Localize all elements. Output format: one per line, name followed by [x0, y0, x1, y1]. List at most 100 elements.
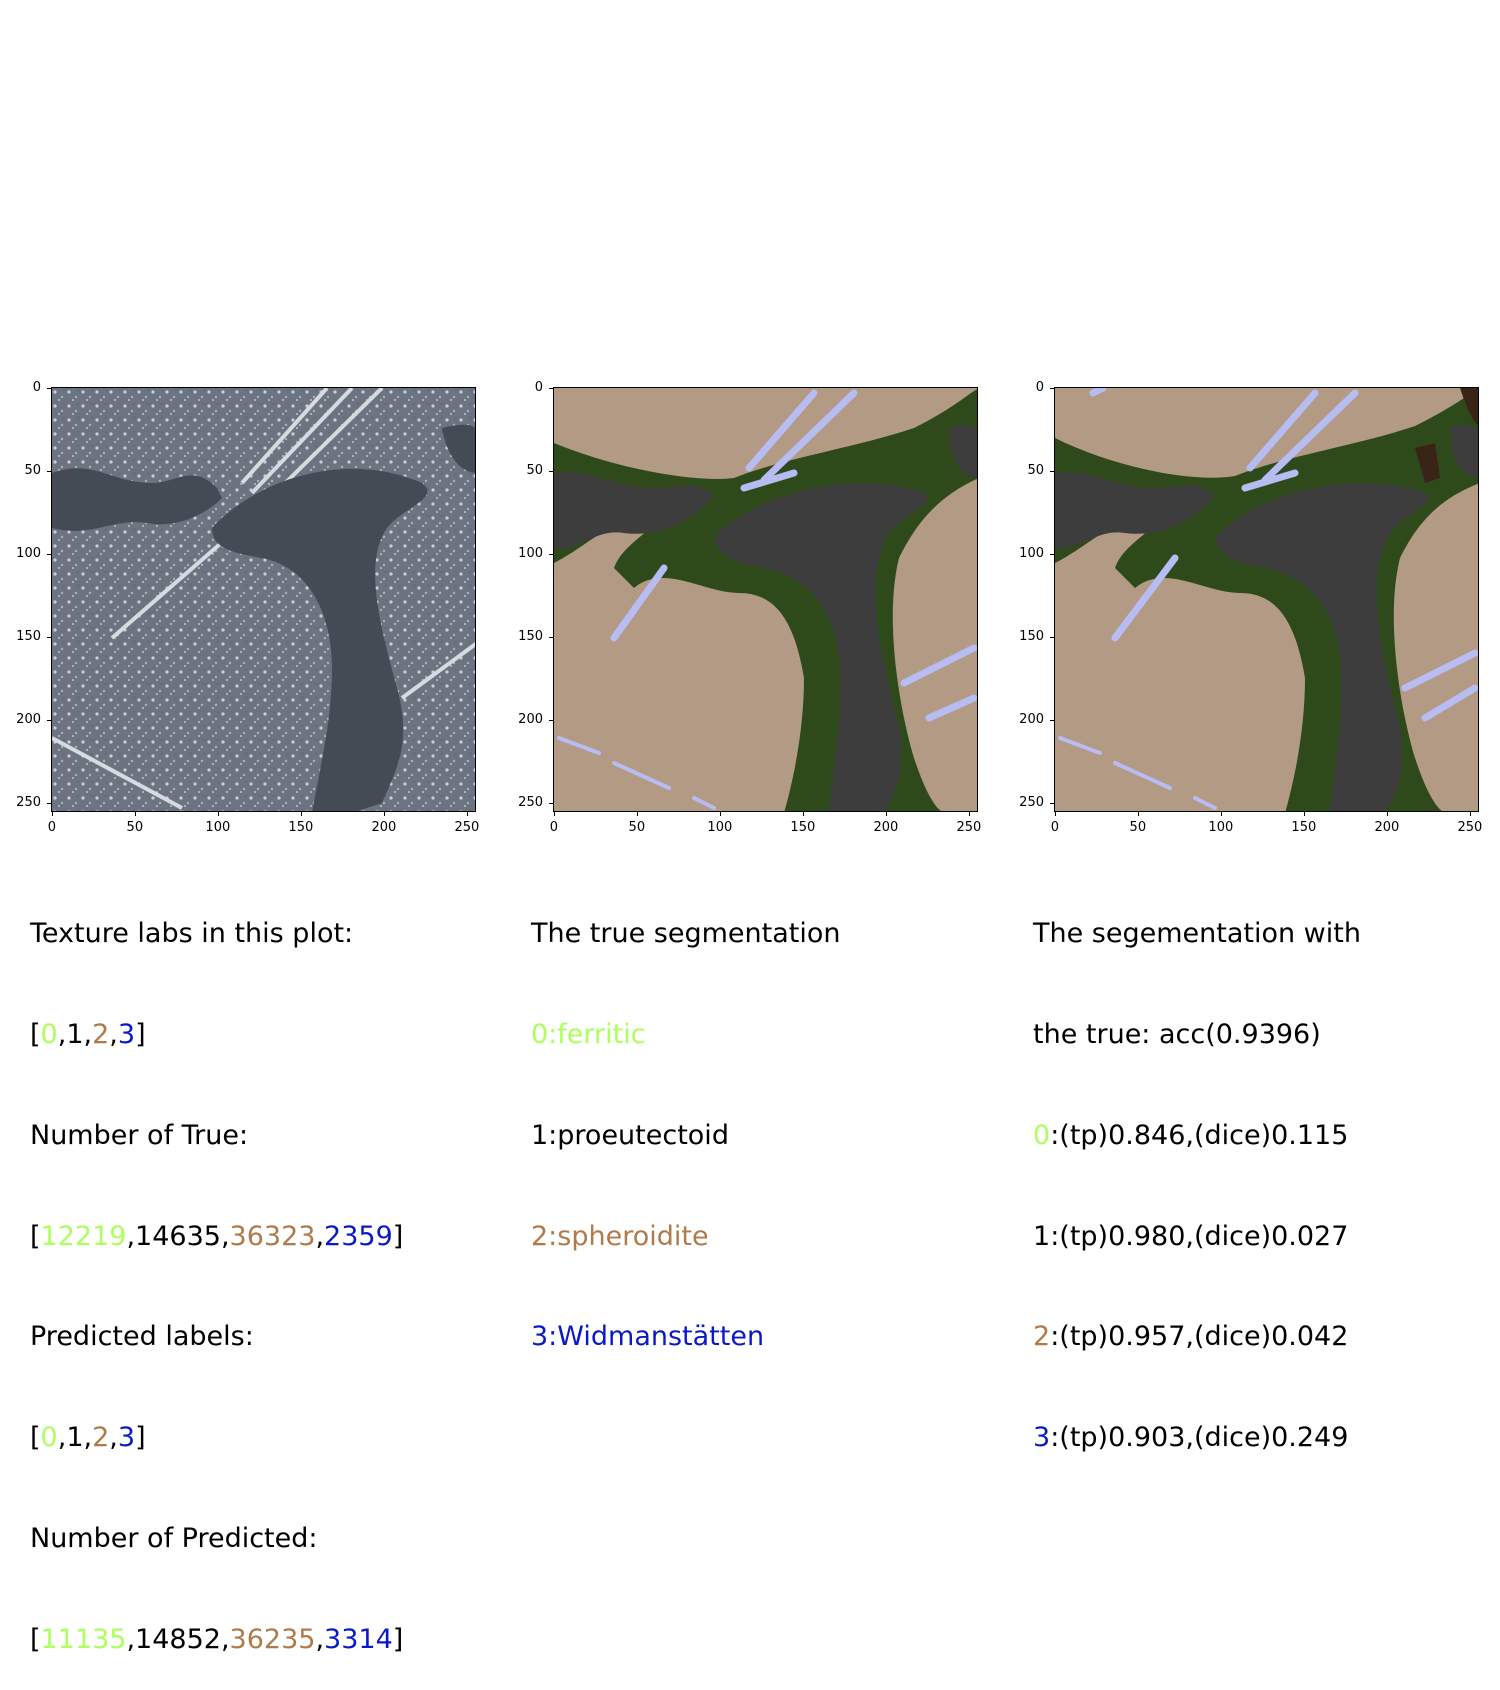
y-tick-mark: [1050, 387, 1054, 389]
pred-counts-list: [11135,14852,36235,3314]: [30, 1623, 404, 1655]
y-tick-mark: [549, 387, 553, 389]
x-tick-mark: [1054, 812, 1056, 816]
y-tick-label: 200: [1019, 711, 1044, 727]
true-count-heading: Number of True:: [30, 1119, 249, 1151]
y-tick-label: 150: [16, 628, 41, 644]
pred-labels-heading: Predicted labels:: [30, 1321, 254, 1353]
metric-stats-1: :(tp)0.980,(dice)0.027: [1050, 1220, 1349, 1252]
legend-ferritic: 0:ferritic: [531, 1018, 646, 1050]
y-tick-label: 0: [32, 379, 41, 395]
true-counts-list: [12219,14635,36323,2359]: [30, 1220, 404, 1252]
x-tick-mark: [134, 812, 136, 816]
y-tick-label: 50: [24, 462, 41, 478]
y-tick-label: 200: [16, 711, 41, 727]
x-tick-label: 0: [47, 820, 56, 835]
pred-count-0: 11135: [40, 1623, 127, 1655]
true-labels-list: [0,1,2,3]: [30, 1018, 146, 1050]
y-tick-label: 100: [16, 545, 41, 561]
x-tick-mark: [1469, 812, 1471, 816]
y-tick-label: 250: [16, 794, 41, 810]
legend-spheroidite: 2:spheroidite: [531, 1220, 709, 1252]
x-tick-label: 0: [1050, 820, 1059, 835]
predicted-segmentation-image: [1055, 388, 1478, 811]
pred-labels-list: [0,1,2,3]: [30, 1422, 146, 1454]
pred-label-0: 0: [40, 1422, 58, 1454]
x-tick-mark: [719, 812, 721, 816]
x-tick-mark: [968, 812, 970, 816]
y-tick-mark: [549, 636, 553, 638]
true-segmentation-image: [554, 388, 977, 811]
labels-heading: Texture labs in this plot:: [30, 918, 354, 950]
x-tick-mark: [1220, 812, 1222, 816]
pred-count-3: 3314: [324, 1623, 393, 1655]
true-label-2: 2: [92, 1018, 110, 1050]
true-label-0: 0: [40, 1018, 58, 1050]
metric-label-2: 2: [1033, 1321, 1051, 1353]
true-count-1: 14635: [135, 1220, 221, 1252]
metric-row-0: 0:(tp)0.846,(dice)0.115: [1033, 1119, 1361, 1153]
x-tick-label: 250: [956, 820, 982, 835]
y-tick-mark: [549, 553, 553, 555]
x-tick-mark: [1303, 812, 1305, 816]
x-tick-mark: [383, 812, 385, 816]
y-tick-mark: [47, 387, 51, 389]
metric-row-1: 1:(tp)0.980,(dice)0.027: [1033, 1220, 1361, 1254]
true-label-3: 3: [117, 1018, 136, 1050]
y-tick-label: 0: [534, 379, 543, 395]
y-tick-mark: [47, 636, 51, 638]
metric-stats-3: :(tp)0.903,(dice)0.249: [1050, 1422, 1349, 1454]
y-tick-label: 150: [1019, 628, 1044, 644]
y-tick-label: 200: [518, 711, 543, 727]
y-tick-label: 100: [518, 545, 543, 561]
true-count-3: 2359: [324, 1220, 393, 1252]
y-tick-mark: [1050, 553, 1054, 555]
metric-stats-2: :(tp)0.957,(dice)0.042: [1050, 1321, 1349, 1353]
y-tick-label: 0: [1035, 379, 1044, 395]
x-tick-mark: [300, 812, 302, 816]
metric-label-0: 0: [1033, 1119, 1051, 1151]
metric-row-2: 2:(tp)0.957,(dice)0.042: [1033, 1320, 1361, 1354]
true-seg-title: The true segmentation: [531, 918, 841, 950]
x-tick-mark: [636, 812, 638, 816]
y-tick-mark: [1050, 802, 1054, 804]
x-tick-mark: [1137, 812, 1139, 816]
y-tick-mark: [47, 553, 51, 555]
true-segmentation-panel: [553, 387, 978, 812]
y-tick-mark: [1050, 719, 1054, 721]
true-count-2: 36323: [229, 1220, 316, 1252]
y-tick-label: 50: [526, 462, 543, 478]
pred-seg-title-1: The segementation with: [1033, 918, 1361, 950]
true-label-1: 1: [66, 1018, 84, 1050]
micrograph-image: [52, 388, 475, 811]
legend-widmanstatten: 3:Widmanstätten: [531, 1321, 765, 1353]
left-caption: Texture labs in this plot: [0,1,2,3] Num…: [30, 850, 403, 1690]
predicted-segmentation-panel: [1054, 387, 1479, 812]
y-tick-label: 100: [1019, 545, 1044, 561]
x-tick-mark: [802, 812, 804, 816]
x-tick-mark: [217, 812, 219, 816]
x-tick-label: 250: [454, 820, 480, 835]
x-tick-label: 50: [126, 820, 144, 835]
metric-stats-0: :(tp)0.846,(dice)0.115: [1050, 1119, 1349, 1151]
x-tick-mark: [885, 812, 887, 816]
y-tick-mark: [549, 802, 553, 804]
y-tick-label: 250: [1019, 794, 1044, 810]
x-tick-label: 50: [1129, 820, 1147, 835]
middle-caption: The true segmentation 0:ferritic 1:proeu…: [531, 850, 841, 1388]
y-tick-mark: [549, 719, 553, 721]
y-tick-mark: [47, 802, 51, 804]
x-tick-label: 100: [707, 820, 733, 835]
x-tick-label: 250: [1457, 820, 1483, 835]
x-tick-label: 50: [628, 820, 646, 835]
y-tick-mark: [1050, 470, 1054, 472]
true-count-0: 12219: [40, 1220, 127, 1252]
y-tick-label: 250: [518, 794, 543, 810]
x-tick-mark: [51, 812, 53, 816]
x-tick-mark: [466, 812, 468, 816]
pred-count-2: 36235: [229, 1623, 316, 1655]
x-tick-label: 150: [790, 820, 816, 835]
x-tick-mark: [553, 812, 555, 816]
x-tick-label: 200: [873, 820, 899, 835]
pred-count-1: 14852: [135, 1623, 221, 1655]
y-tick-label: 150: [518, 628, 543, 644]
